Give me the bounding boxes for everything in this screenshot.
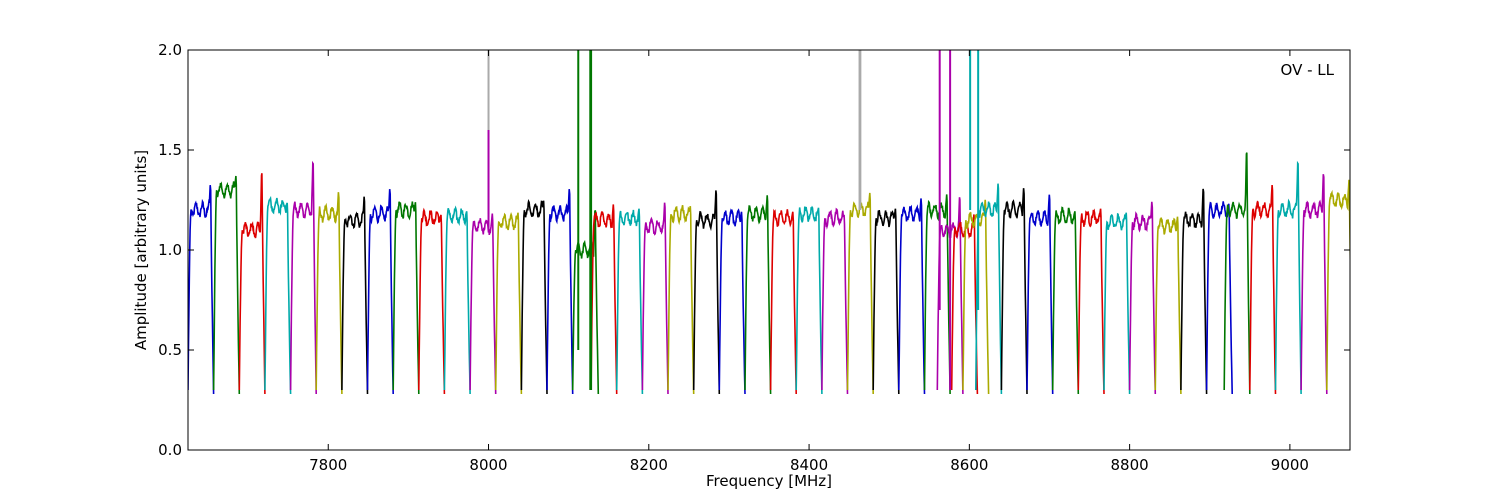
series-band-28 [872,208,900,395]
x-tick-label: 8000 [469,456,507,474]
series-band-41 [1154,216,1182,395]
series-band-42 [1180,188,1208,395]
series-band-36 [1026,194,1054,395]
x-tick-label: 8400 [790,456,828,474]
series-band-47 [1300,174,1328,395]
series-band-5 [289,160,317,395]
x-tick-label: 7800 [309,456,347,474]
series-band-4 [264,195,292,395]
series-band-46 [1274,160,1302,395]
series-band-10 [418,207,446,395]
series-band-12 [469,213,497,395]
series-band-9 [392,201,420,395]
x-axis-label: Frequency [MHz] [706,472,832,490]
series-band-23 [744,195,772,395]
y-axis-ticks: 0.0 0.5 1.0 1.5 2.0 [158,41,1350,459]
series-band-7 [341,196,369,395]
x-axis-ticks: 7800 8000 8200 8400 8600 8800 9000 [309,50,1309,474]
series-band-6 [315,192,343,395]
series-band-35 [1000,188,1028,395]
series-band-45 [1249,185,1277,395]
series-band-21 [692,190,721,395]
series-band-26 [821,207,849,395]
series-band-13 [494,211,523,395]
y-tick-label: 0.5 [158,341,182,359]
x-tick-label: 8200 [630,456,668,474]
series-band-30 [923,194,951,395]
series-band-17 [590,204,618,395]
series-band-44 [1223,152,1251,395]
series-band-18 [615,208,644,395]
spike-layer [487,50,980,390]
series-band-8 [366,189,394,395]
series-band-3 [238,173,266,395]
series-band-1 [188,185,215,395]
series-band-22 [718,208,746,395]
series-layer [188,152,1350,395]
series-band-24 [769,208,797,395]
series-band-15 [546,189,574,395]
x-tick-label: 8600 [950,456,988,474]
y-axis-label: Amplitude [arbitrary units] [132,150,150,350]
series-band-19 [641,202,669,395]
y-tick-label: 0.0 [158,441,182,459]
series-band-38 [1077,208,1105,395]
series-band-40 [1128,201,1157,395]
series-band-37 [1051,206,1080,395]
series-band-20 [667,205,695,395]
y-tick-label: 2.0 [158,41,182,59]
x-tick-label: 9000 [1271,456,1309,474]
x-tick-label: 8800 [1111,456,1149,474]
series-band-34 [975,183,1003,395]
series-band-39 [1103,212,1131,395]
series-band-29 [898,198,926,395]
series-band-25 [795,205,823,395]
chart-annotation: OV - LL [1281,61,1335,79]
series-band-33 [962,199,990,395]
y-tick-label: 1.5 [158,141,182,159]
series-band-2 [212,175,241,395]
y-tick-label: 1.0 [158,241,182,259]
series-band-48 [1326,179,1350,391]
series-band-14 [520,198,548,395]
series-band-11 [443,205,471,395]
